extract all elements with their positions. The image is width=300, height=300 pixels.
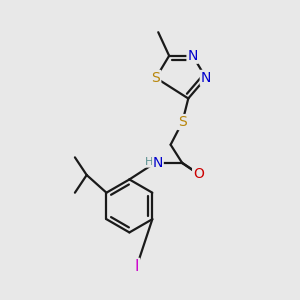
Text: N: N [188,49,198,63]
Text: S: S [152,71,160,85]
Text: N: N [201,71,211,85]
Text: O: O [193,167,204,181]
Text: I: I [134,259,139,274]
Text: N: N [153,156,163,170]
Text: H: H [145,157,153,167]
Text: S: S [178,115,187,129]
